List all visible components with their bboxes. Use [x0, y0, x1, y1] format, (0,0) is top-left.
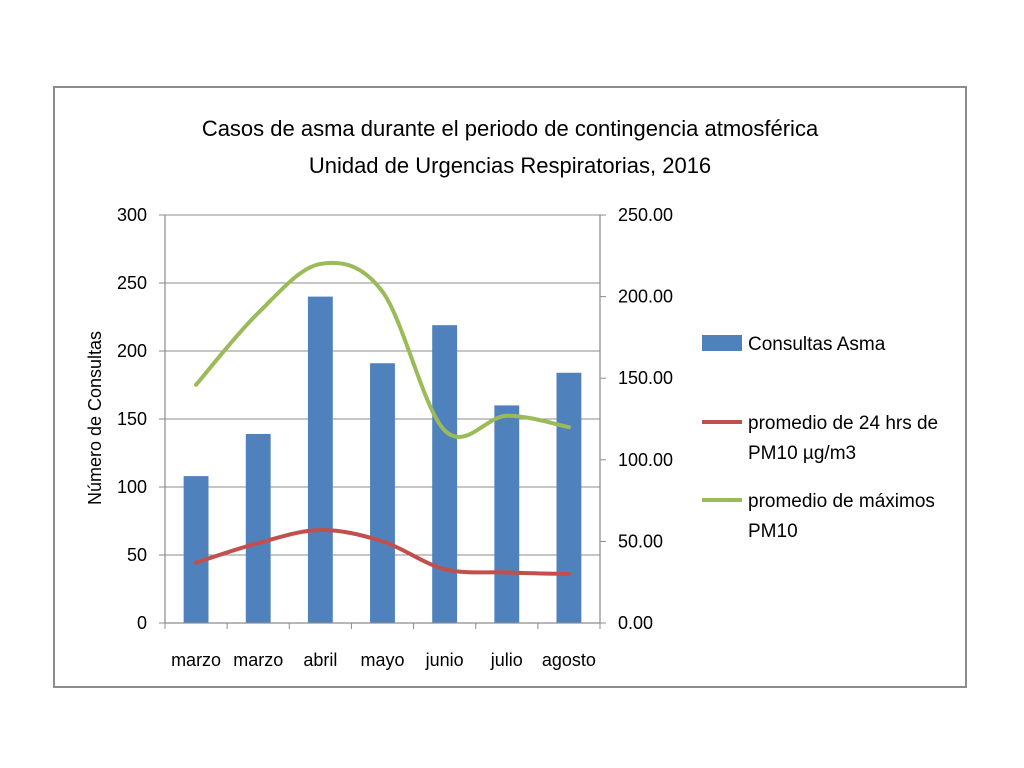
axes: [159, 214, 606, 629]
bar: [556, 372, 582, 623]
series-lines: [194, 260, 571, 577]
y2-tick-label: 0.00: [618, 613, 653, 633]
y2-tick-label: 100.00: [618, 450, 673, 470]
chart-title: Casos de asma durante el periodo de cont…: [202, 116, 819, 141]
legend-label: Consultas Asma: [748, 334, 886, 355]
series-line-2: [194, 260, 571, 439]
y2-tick-label: 200.00: [618, 287, 673, 307]
legend-label: PM10 µg/m3: [748, 443, 856, 464]
y2-tick-label: 150.00: [618, 368, 673, 388]
x-tick-label: junio: [425, 650, 464, 670]
chart-subtitle: Unidad de Urgencias Respiratorias, 2016: [309, 153, 711, 178]
y-tick-label: 200: [117, 341, 147, 361]
legend-label: promedio de 24 hrs de: [748, 413, 938, 434]
bar: [245, 433, 271, 623]
y-tick-label: 50: [127, 545, 147, 565]
bars: [183, 296, 582, 623]
bar: [370, 363, 395, 623]
x-tick-label: agosto: [542, 650, 596, 670]
y2-tick-label: 50.00: [618, 531, 663, 551]
x-tick-label: julio: [490, 650, 523, 670]
y-tick-label: 0: [137, 613, 147, 633]
y-tick-label: 100: [117, 477, 147, 497]
bar: [494, 405, 520, 623]
x-tick-label: abril: [303, 650, 337, 670]
legend: Consultas Asma promedio de 24 hrs de PM10 …: [702, 334, 938, 542]
y-tick-label: 300: [117, 205, 147, 225]
series-line-1: [194, 527, 571, 577]
y-tick-label: 250: [117, 273, 147, 293]
legend-label: promedio de máximos: [748, 491, 935, 512]
bar: [432, 325, 458, 623]
y-axis-title: Número de Consultas: [85, 331, 105, 505]
y-tick-label: 150: [117, 409, 147, 429]
tick-labels: 0 50 100 150 200 250 300 0.00 50.00 100.00 150.00 2…: [117, 205, 673, 670]
y2-tick-label: 250.00: [618, 205, 673, 225]
x-tick-label: marzo: [171, 650, 221, 670]
x-tick-label: mayo: [360, 650, 404, 670]
x-tick-label: marzo: [233, 650, 283, 670]
legend-label: PM10: [748, 521, 798, 542]
bar: [307, 296, 333, 623]
bar: [183, 476, 209, 623]
legend-swatch-bar: [702, 335, 742, 351]
